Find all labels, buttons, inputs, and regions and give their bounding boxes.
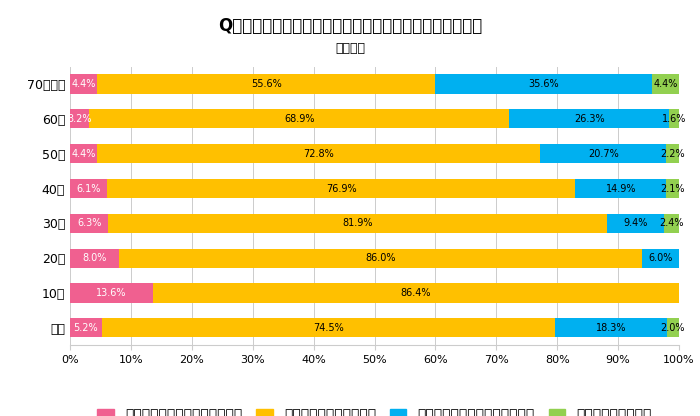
Bar — [97, 74, 435, 94]
Text: 55.6%: 55.6% — [251, 79, 281, 89]
Bar — [666, 179, 679, 198]
Text: 4.4%: 4.4% — [653, 79, 678, 89]
Bar — [435, 74, 652, 94]
Bar — [70, 249, 119, 268]
Text: 2.2%: 2.2% — [661, 149, 685, 158]
Text: 2.0%: 2.0% — [661, 323, 685, 333]
Text: 72.8%: 72.8% — [303, 149, 334, 158]
Bar — [509, 109, 669, 129]
Text: 68.9%: 68.9% — [284, 114, 314, 124]
Bar — [107, 179, 575, 198]
Bar — [102, 318, 555, 337]
Bar — [70, 283, 153, 302]
Bar — [70, 74, 97, 94]
Text: 2.1%: 2.1% — [660, 183, 685, 193]
Text: Q．電車・バス車内での飲食は問題があると思いますか。: Q．電車・バス車内での飲食は問題があると思いますか。 — [218, 17, 482, 35]
Text: 6.0%: 6.0% — [648, 253, 673, 263]
Bar — [540, 144, 666, 163]
Text: 2.4%: 2.4% — [659, 218, 684, 228]
Text: 6.1%: 6.1% — [76, 183, 101, 193]
Bar — [108, 214, 607, 233]
Text: 6.3%: 6.3% — [77, 218, 102, 228]
Bar — [555, 318, 667, 337]
Bar — [669, 109, 679, 129]
Bar — [70, 214, 108, 233]
Legend: 電車内の飲食は問題ないと思う, 飲食物や時と場合による, 電車内の飲食は問題あると思う, どちらともいえない: 電車内の飲食は問題ないと思う, 飲食物や時と場合による, 電車内の飲食は問題ある… — [92, 402, 657, 416]
Bar — [90, 109, 509, 129]
Text: 76.9%: 76.9% — [326, 183, 356, 193]
Text: 81.9%: 81.9% — [342, 218, 373, 228]
Text: 8.0%: 8.0% — [82, 253, 106, 263]
Text: 1.6%: 1.6% — [662, 114, 686, 124]
Bar — [70, 318, 101, 337]
Bar — [70, 109, 90, 129]
Text: 4.4%: 4.4% — [71, 149, 96, 158]
Text: 14.9%: 14.9% — [606, 183, 636, 193]
Bar — [643, 249, 679, 268]
Bar — [97, 144, 540, 163]
Bar — [70, 144, 97, 163]
Text: 3.2%: 3.2% — [67, 114, 92, 124]
Text: 20.7%: 20.7% — [588, 149, 619, 158]
Text: 74.5%: 74.5% — [313, 323, 344, 333]
Text: 4.4%: 4.4% — [71, 79, 96, 89]
Bar — [575, 179, 666, 198]
Bar — [664, 214, 679, 233]
Bar — [119, 249, 643, 268]
Text: 86.4%: 86.4% — [400, 288, 431, 298]
Text: 18.3%: 18.3% — [596, 323, 626, 333]
Text: 13.6%: 13.6% — [96, 288, 127, 298]
Bar — [70, 179, 107, 198]
Bar — [667, 318, 679, 337]
Text: 26.3%: 26.3% — [574, 114, 605, 124]
Bar — [153, 283, 679, 302]
Bar — [652, 74, 679, 94]
Bar — [666, 144, 680, 163]
Text: 86.0%: 86.0% — [365, 253, 396, 263]
Text: 35.6%: 35.6% — [528, 79, 559, 89]
Text: 9.4%: 9.4% — [624, 218, 648, 228]
Bar — [607, 214, 664, 233]
Text: 5.2%: 5.2% — [74, 323, 98, 333]
Text: （全体）: （全体） — [335, 42, 365, 54]
